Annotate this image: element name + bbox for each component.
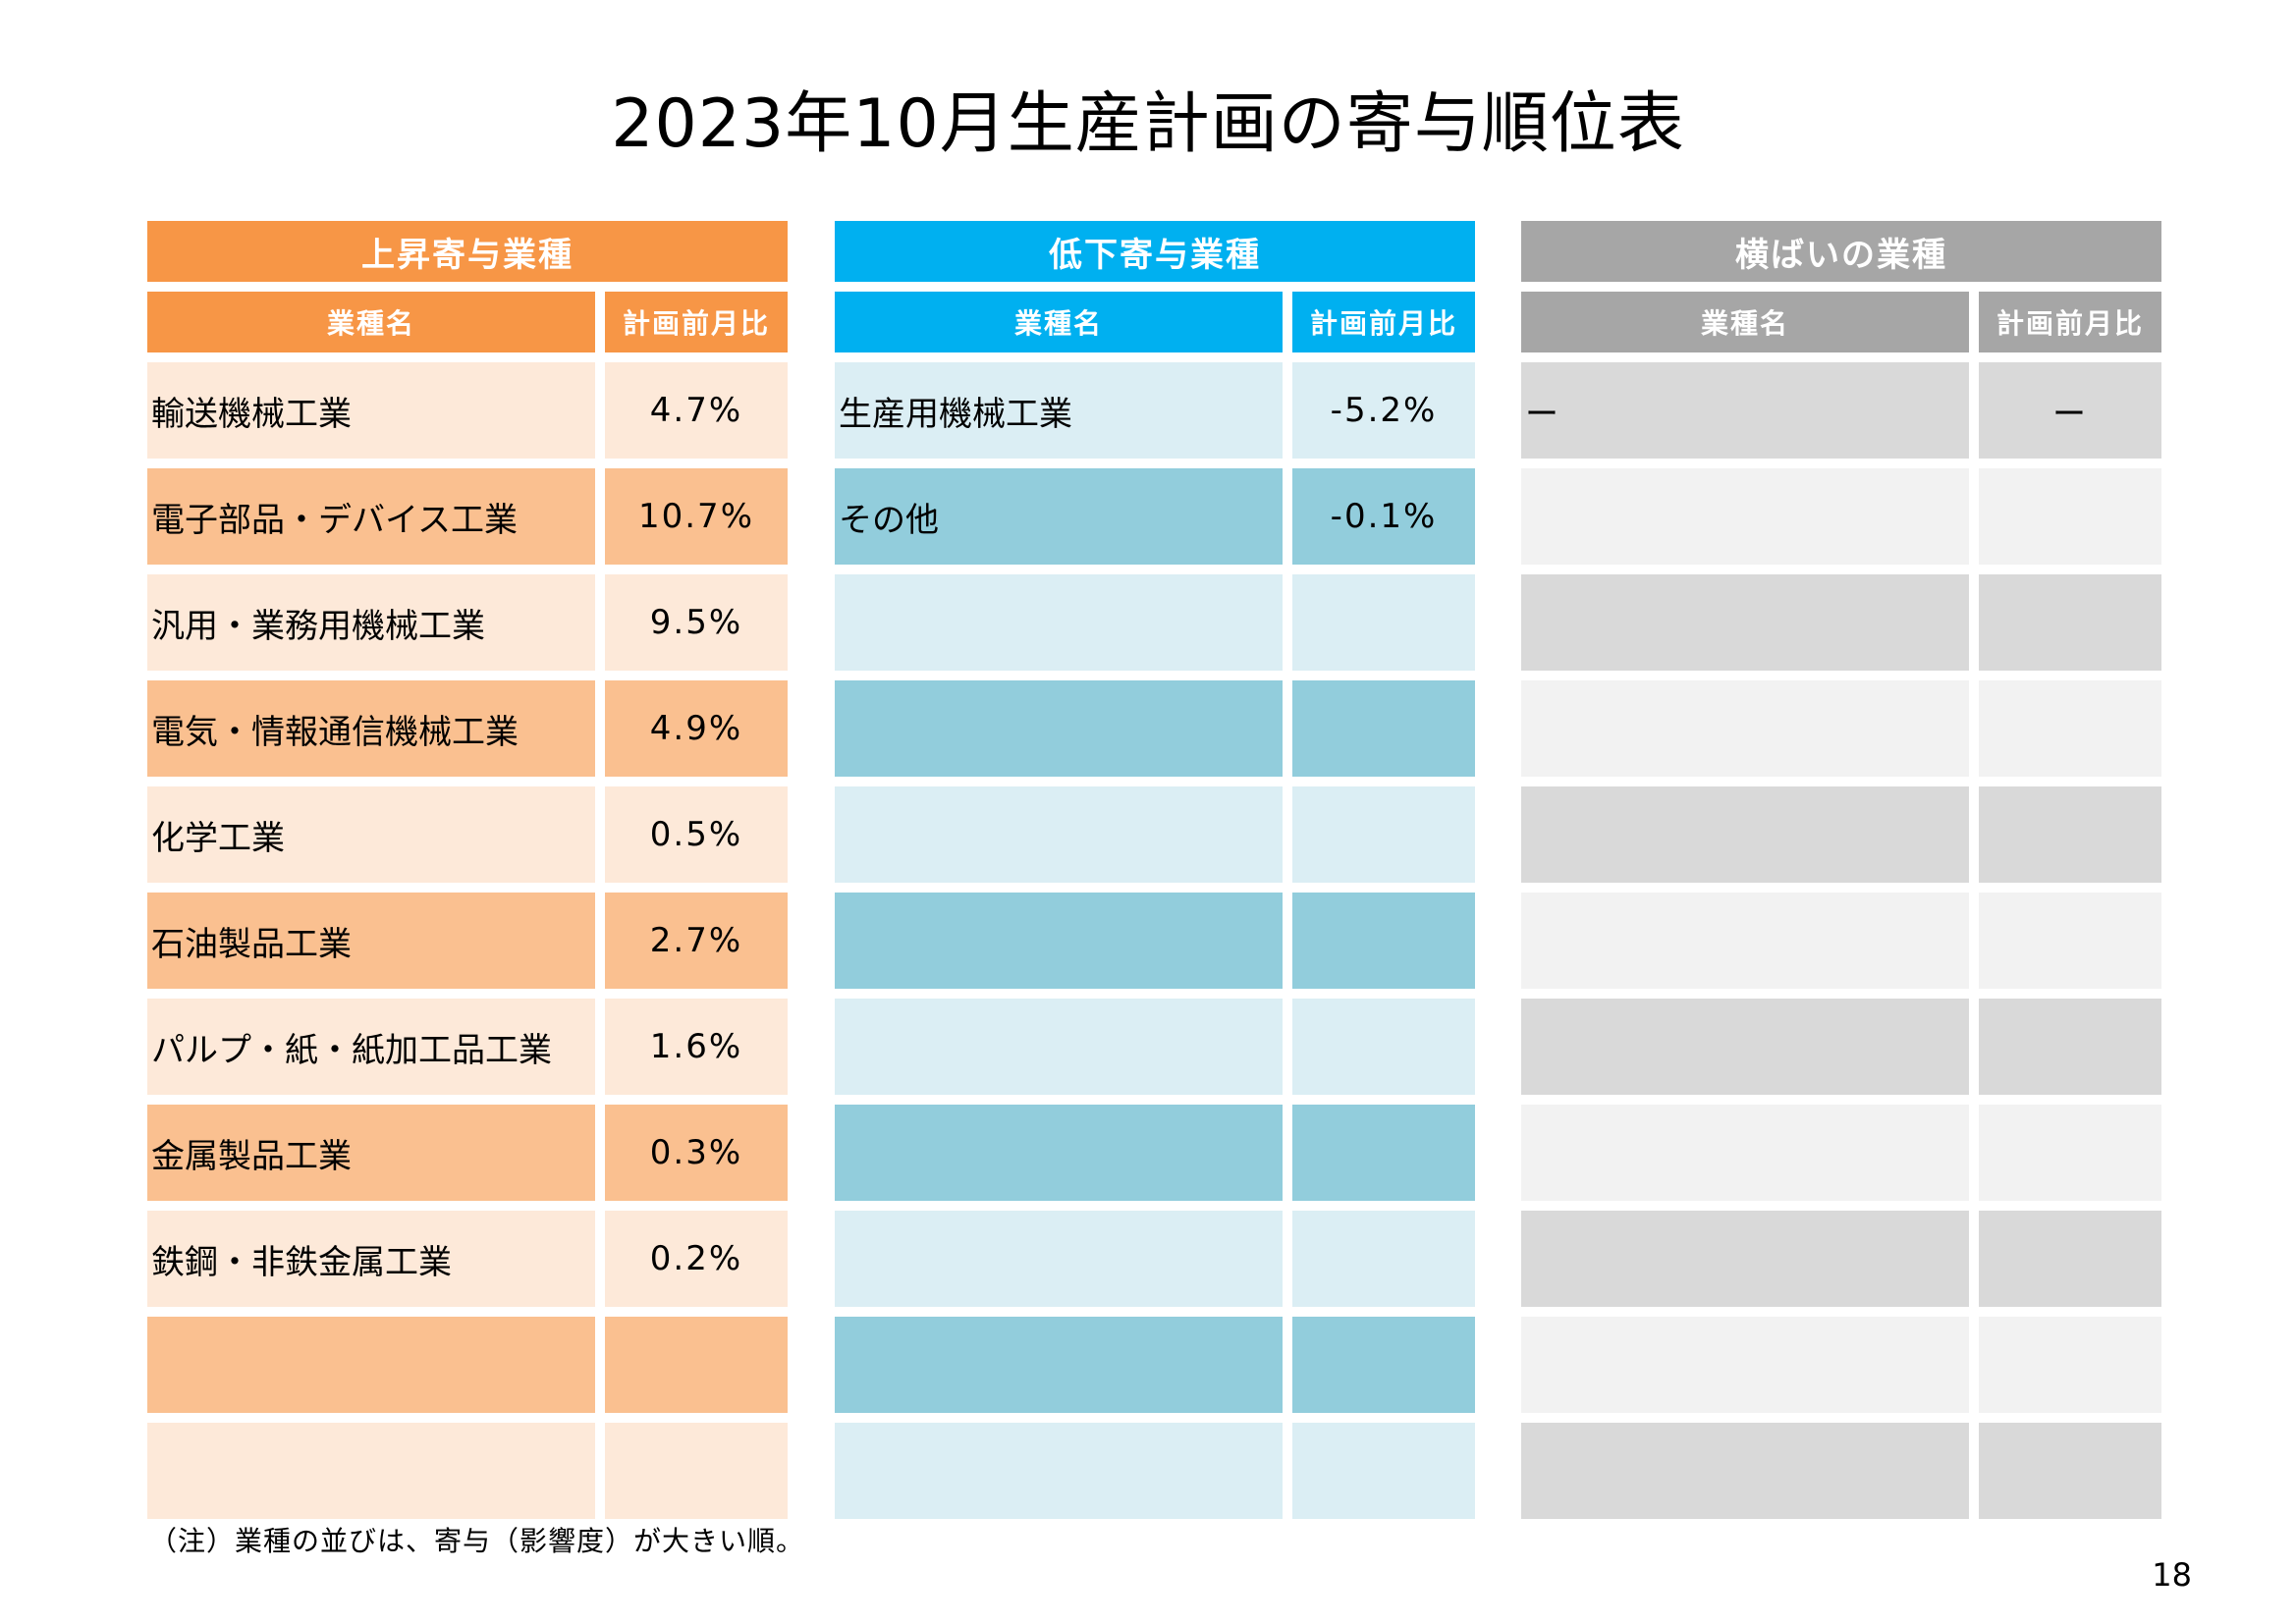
down-row-name xyxy=(835,786,1283,883)
up-row-name: 輸送機械工業 xyxy=(147,362,595,459)
down-row-value: -5.2% xyxy=(1292,362,1475,459)
down-row-value xyxy=(1292,1211,1475,1307)
flat-row-name xyxy=(1521,893,1969,989)
up-row-name xyxy=(147,1423,595,1519)
down-row-name: その他 xyxy=(835,468,1283,565)
flat-row-value xyxy=(1979,999,2161,1095)
up-row-value: 1.6% xyxy=(605,999,788,1095)
down-row-name: 生産用機械工業 xyxy=(835,362,1283,459)
up-row-name: パルプ・紙・紙加工品工業 xyxy=(147,999,595,1095)
page-title: 2023年10月生産計画の寄与順位表 xyxy=(611,85,1685,163)
flat-table-header: 横ばいの業種 xyxy=(1521,221,2161,282)
up-row-name: 電子部品・デバイス工業 xyxy=(147,468,595,565)
up-row-value xyxy=(605,1317,788,1413)
down-row-name xyxy=(835,574,1283,671)
flat-row-name xyxy=(1521,999,1969,1095)
footnote: （注）業種の並びは、寄与（影響度）が大きい順。 xyxy=(149,1525,805,1557)
flat-row-value xyxy=(1979,893,2161,989)
up-row-value: 0.3% xyxy=(605,1105,788,1201)
down-row-name xyxy=(835,1317,1283,1413)
down-row-value xyxy=(1292,574,1475,671)
flat-row-name: ー xyxy=(1521,362,1969,459)
flat-row-value: ー xyxy=(1979,362,2161,459)
flat-row-value xyxy=(1979,574,2161,671)
flat-row-name xyxy=(1521,1423,1969,1519)
down-row-value xyxy=(1292,786,1475,883)
down-row-value xyxy=(1292,1105,1475,1201)
flat-row-value xyxy=(1979,786,2161,883)
down-row-value xyxy=(1292,1423,1475,1519)
down-row-value xyxy=(1292,1317,1475,1413)
up-row-name: 鉄鋼・非鉄金属工業 xyxy=(147,1211,595,1307)
flat-row-value xyxy=(1979,468,2161,565)
down-row-name xyxy=(835,999,1283,1095)
flat-col-name-header: 業種名 xyxy=(1521,292,1969,352)
down-row-value xyxy=(1292,999,1475,1095)
up-row-name: 化学工業 xyxy=(147,786,595,883)
up-row-name xyxy=(147,1317,595,1413)
up-row-value: 10.7% xyxy=(605,468,788,565)
down-row-name xyxy=(835,1211,1283,1307)
up-row-value: 9.5% xyxy=(605,574,788,671)
up-col-value-header: 計画前月比 xyxy=(605,292,788,352)
up-row-value: 4.7% xyxy=(605,362,788,459)
down-row-name xyxy=(835,893,1283,989)
down-row-value: -0.1% xyxy=(1292,468,1475,565)
down-table-header: 低下寄与業種 xyxy=(835,221,1475,282)
up-row-name: 汎用・業務用機械工業 xyxy=(147,574,595,671)
flat-row-value xyxy=(1979,680,2161,777)
flat-row-name xyxy=(1521,468,1969,565)
up-table-header: 上昇寄与業種 xyxy=(147,221,788,282)
up-row-value: 4.9% xyxy=(605,680,788,777)
flat-row-name xyxy=(1521,680,1969,777)
down-row-name xyxy=(835,1423,1283,1519)
down-row-name xyxy=(835,1105,1283,1201)
page-number: 18 xyxy=(2152,1556,2192,1594)
up-col-name-header: 業種名 xyxy=(147,292,595,352)
flat-row-name xyxy=(1521,1211,1969,1307)
flat-col-value-header: 計画前月比 xyxy=(1979,292,2161,352)
up-row-name: 石油製品工業 xyxy=(147,893,595,989)
flat-row-value xyxy=(1979,1105,2161,1201)
flat-row-name xyxy=(1521,574,1969,671)
down-row-value xyxy=(1292,680,1475,777)
flat-row-value xyxy=(1979,1317,2161,1413)
down-col-name-header: 業種名 xyxy=(835,292,1283,352)
flat-row-name xyxy=(1521,786,1969,883)
up-row-value xyxy=(605,1423,788,1519)
down-row-value xyxy=(1292,893,1475,989)
up-row-value: 2.7% xyxy=(605,893,788,989)
down-row-name xyxy=(835,680,1283,777)
flat-row-value xyxy=(1979,1211,2161,1307)
down-col-value-header: 計画前月比 xyxy=(1292,292,1475,352)
up-row-name: 金属製品工業 xyxy=(147,1105,595,1201)
up-row-value: 0.5% xyxy=(605,786,788,883)
up-row-name: 電気・情報通信機械工業 xyxy=(147,680,595,777)
flat-row-value xyxy=(1979,1423,2161,1519)
flat-row-name xyxy=(1521,1317,1969,1413)
up-row-value: 0.2% xyxy=(605,1211,788,1307)
flat-row-name xyxy=(1521,1105,1969,1201)
